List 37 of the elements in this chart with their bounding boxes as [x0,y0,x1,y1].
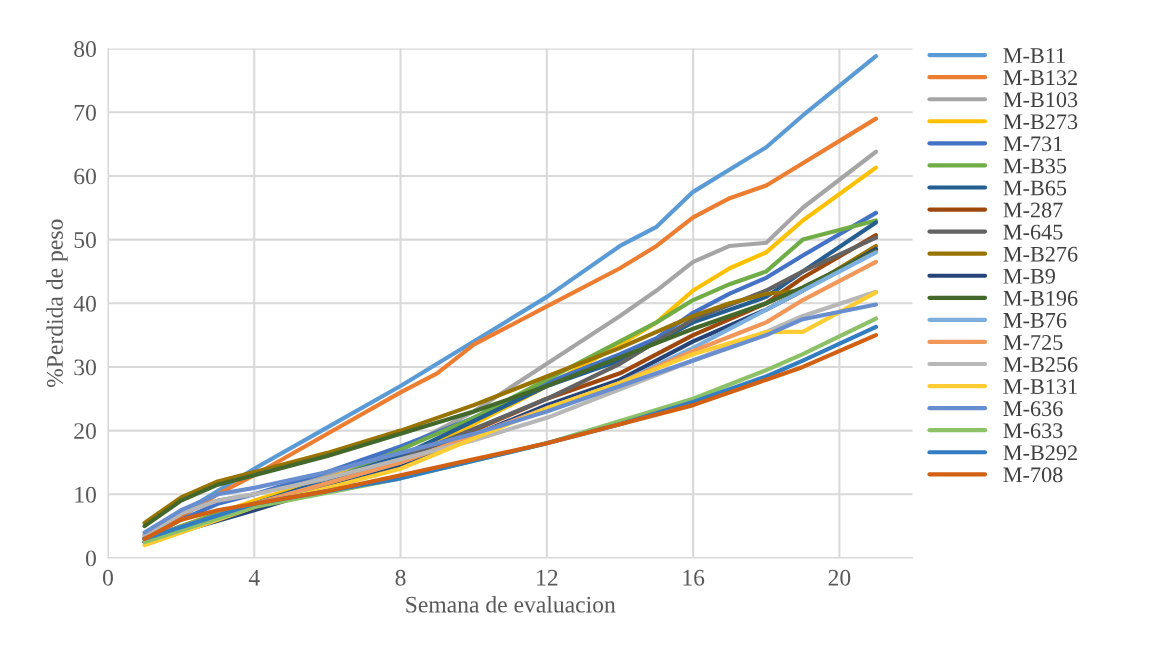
legend-label: M-B256 [1003,357,1078,372]
legend-label: M-B273 [1003,114,1078,130]
x-tick-label: 16 [683,569,705,586]
y-axis-title: %Perdida de peso [46,219,68,388]
y-tick-label: 80 [74,41,96,58]
x-tick-label: 20 [828,569,851,586]
legend-label: M-645 [1003,224,1063,240]
y-tick-label: 20 [74,423,96,440]
y-tick-label: 10 [75,486,96,503]
y-tick-label: 0 [85,550,96,567]
legend-label: M-731 [1003,136,1062,152]
legend-label: M-B132 [1003,70,1077,86]
legend-label: M-B292 [1003,445,1077,461]
legend-label: M-287 [1003,202,1063,218]
x-tick-label: 4 [248,569,260,586]
legend-label: M-708 [1003,467,1063,483]
x-tick-label: 0 [102,569,113,586]
legend-label: M-633 [1003,423,1063,439]
x-axis-title: Semana de evaluacion [406,596,616,613]
legend-label: M-636 [1003,401,1063,417]
legend-label: M-B131 [1003,379,1077,395]
legend-label: M-B276 [1003,246,1078,262]
legend-label: M-725 [1003,335,1063,350]
y-tick-label: 30 [74,359,96,376]
y-tick-label: 40 [73,295,96,312]
y-tick-label: 50 [74,232,96,249]
legend-label: M-B65 [1003,180,1067,196]
x-tick-label: 8 [395,569,406,586]
legend-label: M-B103 [1003,92,1078,108]
legend-label: M-B196 [1003,290,1078,306]
x-tick-label: 12 [537,569,558,586]
legend-label: M-B35 [1003,158,1067,174]
legend-label: M-B9 [1003,268,1055,284]
legend-label: M-B11 [1003,48,1065,63]
legend-label: M-B76 [1003,312,1067,328]
y-tick-label: 60 [74,168,96,185]
y-tick-label: 70 [74,104,96,121]
